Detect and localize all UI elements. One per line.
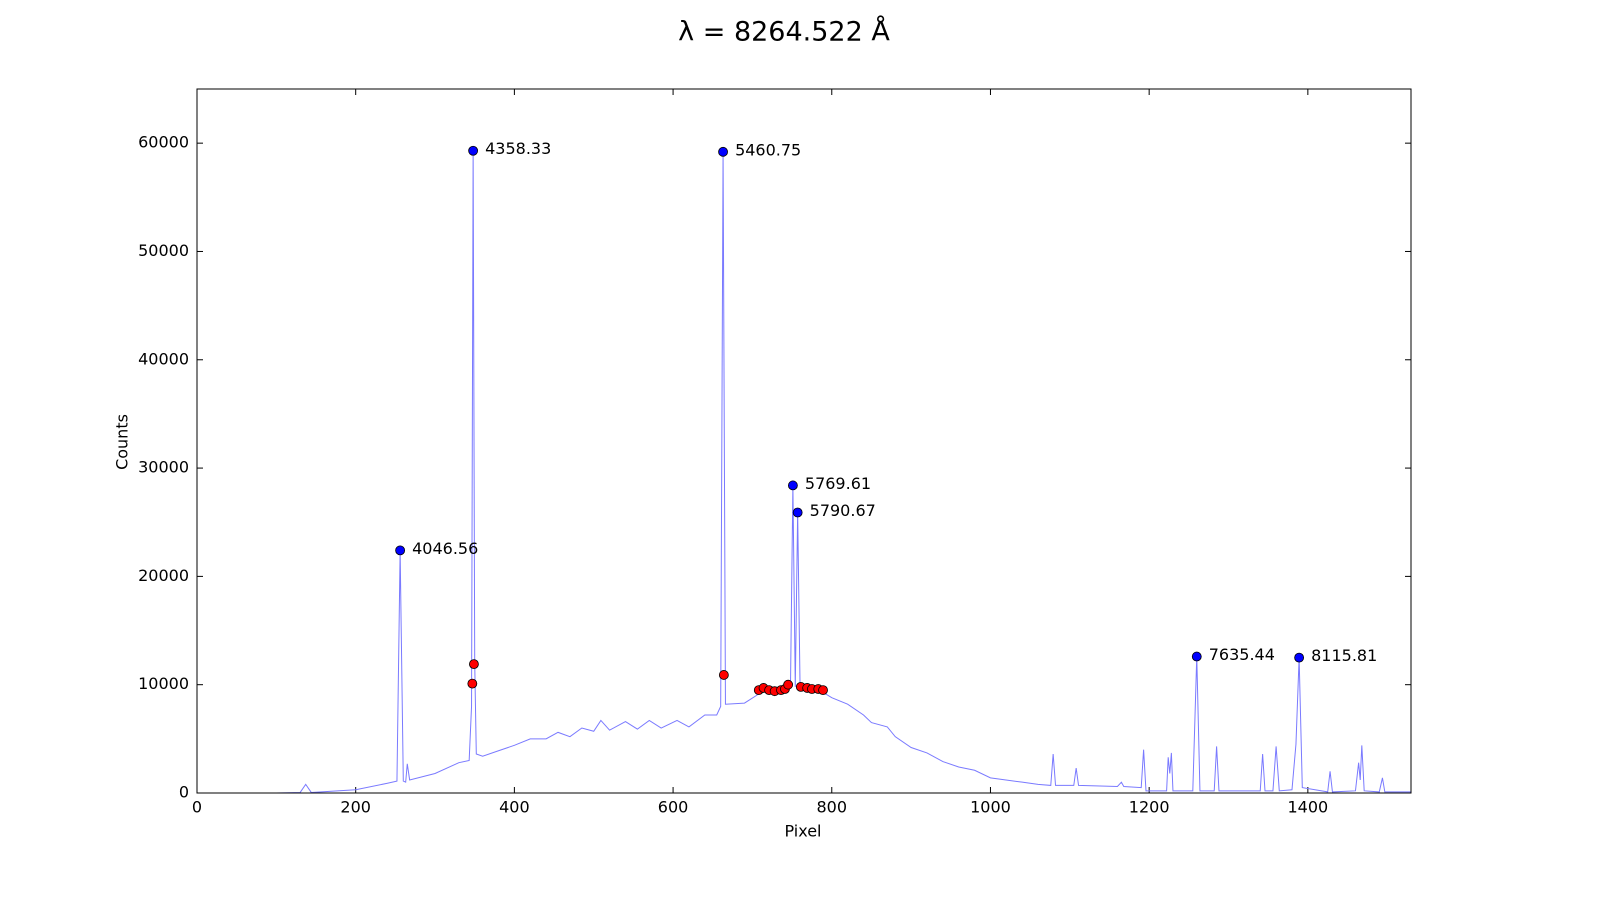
- plot-area: [197, 150, 1411, 793]
- marker: [468, 145, 479, 156]
- marker: [1191, 651, 1202, 662]
- point-label: 5790.67: [810, 501, 876, 520]
- y-tick-label: 0: [179, 783, 189, 802]
- y-tick-label: 50000: [138, 241, 189, 260]
- y-tick-label: 20000: [138, 566, 189, 585]
- marker: [787, 480, 798, 491]
- x-tick-label: 1200: [1129, 798, 1170, 817]
- marker: [783, 679, 794, 690]
- point-label: 7635.44: [1209, 645, 1275, 664]
- marker: [1294, 652, 1305, 663]
- y-tick-label: 60000: [138, 133, 189, 152]
- chart-title: λ = 8264.522 Å: [678, 16, 890, 48]
- point-label: 5460.75: [735, 140, 801, 159]
- x-tick-label: 0: [192, 798, 202, 817]
- point-label: 4358.33: [485, 139, 551, 158]
- marker: [718, 670, 729, 680]
- x-tick-label: 1400: [1287, 798, 1328, 817]
- x-tick-label: 600: [658, 798, 689, 817]
- y-axis-label: Counts: [113, 414, 132, 470]
- marker: [818, 685, 828, 696]
- marker: [467, 678, 478, 689]
- x-tick-label: 200: [340, 798, 371, 817]
- marker: [718, 146, 728, 157]
- x-tick-label: 800: [816, 798, 847, 817]
- x-tick-label: 1000: [970, 798, 1011, 817]
- y-tick-label: 30000: [138, 458, 189, 477]
- point-label: 5769.61: [805, 474, 871, 493]
- plot-frame: [196, 88, 1412, 794]
- point-label: 8115.81: [1311, 646, 1377, 665]
- x-axis-label: Pixel: [784, 822, 821, 841]
- marker: [395, 545, 406, 556]
- marker: [792, 507, 803, 518]
- spectrum-line: [197, 150, 1411, 793]
- y-tick-label: 10000: [138, 674, 189, 693]
- marker: [469, 659, 479, 670]
- x-tick-label: 400: [499, 798, 530, 817]
- y-tick-label: 40000: [138, 349, 189, 368]
- point-label: 4046.56: [412, 539, 478, 558]
